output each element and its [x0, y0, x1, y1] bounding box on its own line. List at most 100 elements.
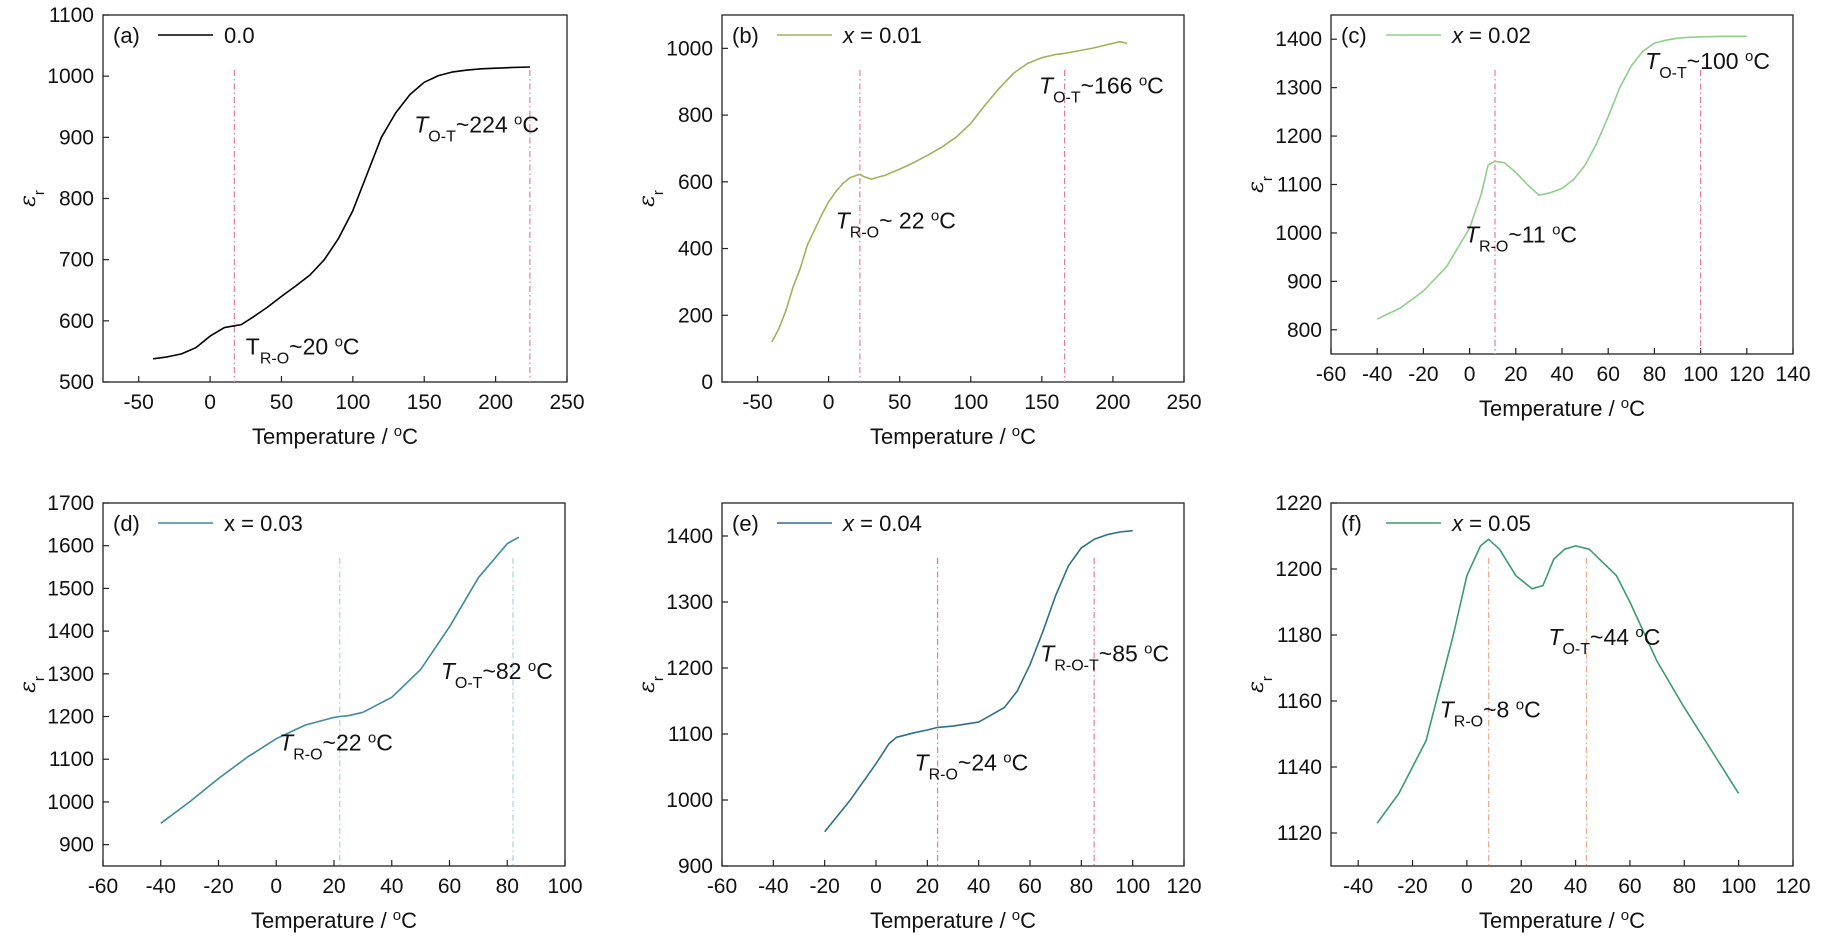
y-tick-label: 1000 [666, 37, 713, 60]
y-tick-label: 1000 [47, 791, 94, 814]
y-tick-label: 1000 [666, 789, 713, 812]
x-tick-label: -40 [758, 875, 788, 898]
chart-panel-1: -50 0 50 100 150 200 250 500 600 700 800 900 1000 110… [16, 4, 585, 449]
y-tick-label: 1400 [47, 620, 94, 643]
x-tick-label: -20 [1397, 875, 1427, 898]
y-tick-label: 1200 [666, 657, 713, 680]
x-tick-label: 40 [1550, 363, 1573, 386]
x-tick-label: -20 [1408, 363, 1438, 386]
x-tick-label: 50 [270, 391, 293, 414]
y-tick-label: 1220 [1275, 492, 1322, 515]
panel-label: (a) [113, 23, 140, 48]
y-tick-label: 1120 [1277, 822, 1322, 845]
x-tick-label: 120 [1166, 875, 1201, 898]
chart-panel-3: -60 -40 -20 0 20 40 60 80 100 120 140 800 900 1000 110… [1244, 14, 1811, 422]
plot-frame [721, 14, 1185, 383]
legend-label: 0.0 [224, 23, 255, 48]
x-tick-label: 140 [1775, 363, 1810, 386]
y-tick-label: 900 [1287, 270, 1322, 293]
y-tick-label: 1500 [47, 577, 94, 600]
legend-label: x = 0.04 [842, 511, 922, 536]
x-tick-label: 80 [1673, 875, 1696, 898]
panel-label: (f) [1341, 511, 1362, 536]
plot-frame [721, 502, 1185, 867]
data-series-line [1376, 35, 1747, 320]
legend-label: x = 0.02 [1451, 23, 1531, 48]
y-tick-label: 1200 [47, 706, 94, 729]
x-tick-label: -40 [1362, 363, 1392, 386]
x-tick-label: -40 [1343, 875, 1373, 898]
y-tick-label: 1160 [1277, 690, 1322, 713]
transition-annotation: TR-O~ 22 oC [836, 207, 956, 241]
x-tick-label: 20 [1504, 363, 1527, 386]
y-tick-label: 800 [59, 188, 94, 211]
y-tick-label: 600 [59, 310, 94, 333]
y-tick-label: 1700 [47, 492, 94, 515]
y-tick-label: 400 [678, 238, 713, 261]
x-tick-label: 60 [1618, 875, 1641, 898]
x-tick-label: -50 [742, 391, 772, 414]
y-tick-label: 900 [59, 834, 94, 857]
x-tick-label: 20 [1510, 875, 1533, 898]
x-tick-label: 20 [322, 875, 345, 898]
y-axis-label: εr [635, 190, 667, 207]
transition-annotation: TR-O~8 oC [1440, 696, 1541, 730]
x-tick-label: 80 [496, 875, 519, 898]
y-tick-label: 1300 [1275, 77, 1322, 100]
x-tick-label: 100 [1683, 363, 1718, 386]
x-tick-label: -60 [1316, 363, 1346, 386]
x-tick-label: 150 [1024, 391, 1059, 414]
x-tick-label: -20 [203, 875, 233, 898]
plot-frame [1330, 502, 1794, 867]
x-tick-label: 40 [967, 875, 990, 898]
y-tick-label: 1000 [1275, 222, 1322, 245]
x-tick-label: 0 [1461, 875, 1473, 898]
x-tick-label: 0 [270, 875, 282, 898]
y-axis-label: εr [16, 676, 48, 693]
x-tick-label: 250 [1166, 391, 1201, 414]
x-tick-label: 120 [1729, 363, 1764, 386]
data-series-line [1376, 538, 1740, 824]
x-tick-label: 100 [1115, 875, 1150, 898]
y-tick-label: 1600 [47, 535, 94, 558]
transition-annotation: TO-T~100 oC [1645, 48, 1770, 82]
transition-annotation: TO-T~166 oC [1039, 72, 1164, 106]
transition-annotation: TR-O-T~85 oC [1040, 640, 1169, 674]
data-series-line [152, 66, 530, 360]
y-axis-label: εr [1244, 676, 1276, 693]
data-series-line [771, 40, 1128, 343]
x-tick-label: 100 [1721, 875, 1756, 898]
x-axis-label: Temperature / oC [1479, 395, 1645, 422]
data-series-line [824, 529, 1133, 833]
x-tick-label: 0 [204, 391, 216, 414]
chart-panel-6: -40 -20 0 20 40 60 80 100 120 1120 1140 1160 1180 120… [1244, 492, 1811, 933]
x-tick-label: 20 [916, 875, 939, 898]
y-tick-label: 900 [678, 855, 713, 878]
x-tick-label: -60 [707, 875, 737, 898]
y-tick-label: 600 [678, 171, 713, 194]
transition-annotation: TR-O~22 oC [279, 729, 393, 763]
x-tick-label: 120 [1775, 875, 1810, 898]
y-tick-label: 1100 [668, 723, 713, 746]
chart-panel-5: -60 -40 -20 0 20 40 60 80 100 120 900 1000 1100 1200 1… [635, 502, 1202, 933]
transition-annotation: TR-O~11 oC [1465, 221, 1577, 255]
x-tick-label: 200 [1095, 391, 1130, 414]
x-tick-label: 80 [1643, 363, 1666, 386]
legend-label: x = 0.05 [1451, 511, 1531, 536]
x-tick-label: 150 [407, 391, 442, 414]
x-tick-label: 60 [1018, 875, 1041, 898]
y-tick-label: 1300 [666, 591, 713, 614]
x-tick-label: 100 [547, 875, 582, 898]
panel-label: (d) [113, 511, 140, 536]
x-axis-label: Temperature / oC [1479, 907, 1645, 934]
transition-annotation: TR-O~20 oC [246, 333, 360, 367]
x-tick-label: 60 [1597, 363, 1620, 386]
x-axis-label: Temperature / oC [252, 423, 418, 450]
y-axis-label: εr [1244, 176, 1276, 193]
y-tick-label: 1100 [49, 748, 94, 771]
y-axis-label: εr [635, 676, 667, 693]
x-tick-label: 0 [1464, 363, 1476, 386]
chart-panel-2: -50 0 50 100 150 200 250 0 200 400 600 800 1000 Tempe… [635, 14, 1202, 449]
x-tick-label: -60 [88, 875, 118, 898]
y-tick-label: 1140 [1277, 756, 1322, 779]
